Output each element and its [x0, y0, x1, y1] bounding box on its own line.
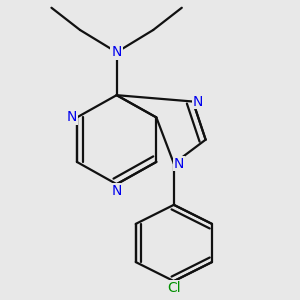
Text: N: N	[174, 157, 184, 170]
Text: N: N	[193, 94, 203, 109]
Text: N: N	[111, 45, 122, 59]
Text: N: N	[111, 184, 122, 198]
Text: Cl: Cl	[167, 281, 181, 295]
Text: N: N	[67, 110, 77, 124]
